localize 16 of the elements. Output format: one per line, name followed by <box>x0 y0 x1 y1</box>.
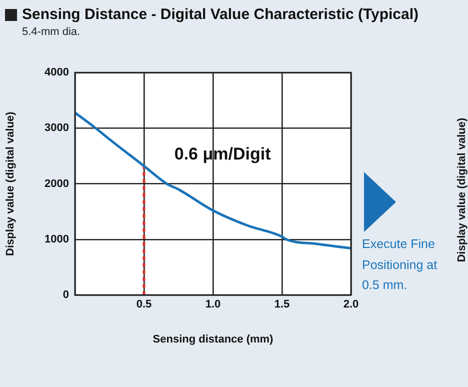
x-tick-label: 0.5 <box>136 298 152 311</box>
x-axis-title: Sensing distance (mm) <box>152 333 274 346</box>
y-tick-label: 4000 <box>44 66 69 79</box>
y-tick-label: 3000 <box>44 122 69 134</box>
text: Display value (digital value) <box>456 118 468 262</box>
y-tick-label: 0 <box>62 289 69 302</box>
x-tick-label: 1.0 <box>205 298 221 311</box>
x-tick-label: 2.0 <box>343 298 359 311</box>
text: Execute Fine Positioning at 0.5 mm. <box>362 236 438 294</box>
y-axis-title: Display value (digital value) <box>4 111 17 256</box>
y-tick-label: 2000 <box>44 178 69 190</box>
chart-subtitle: 5.4-mm dia. <box>22 26 80 38</box>
y-tick-label: 1000 <box>44 233 69 246</box>
x-tick-label: 1.5 <box>274 298 290 311</box>
chart-title: Sensing Distance - Digital Value Characteristic (Typical) <box>22 6 419 23</box>
line-series <box>75 111 351 250</box>
